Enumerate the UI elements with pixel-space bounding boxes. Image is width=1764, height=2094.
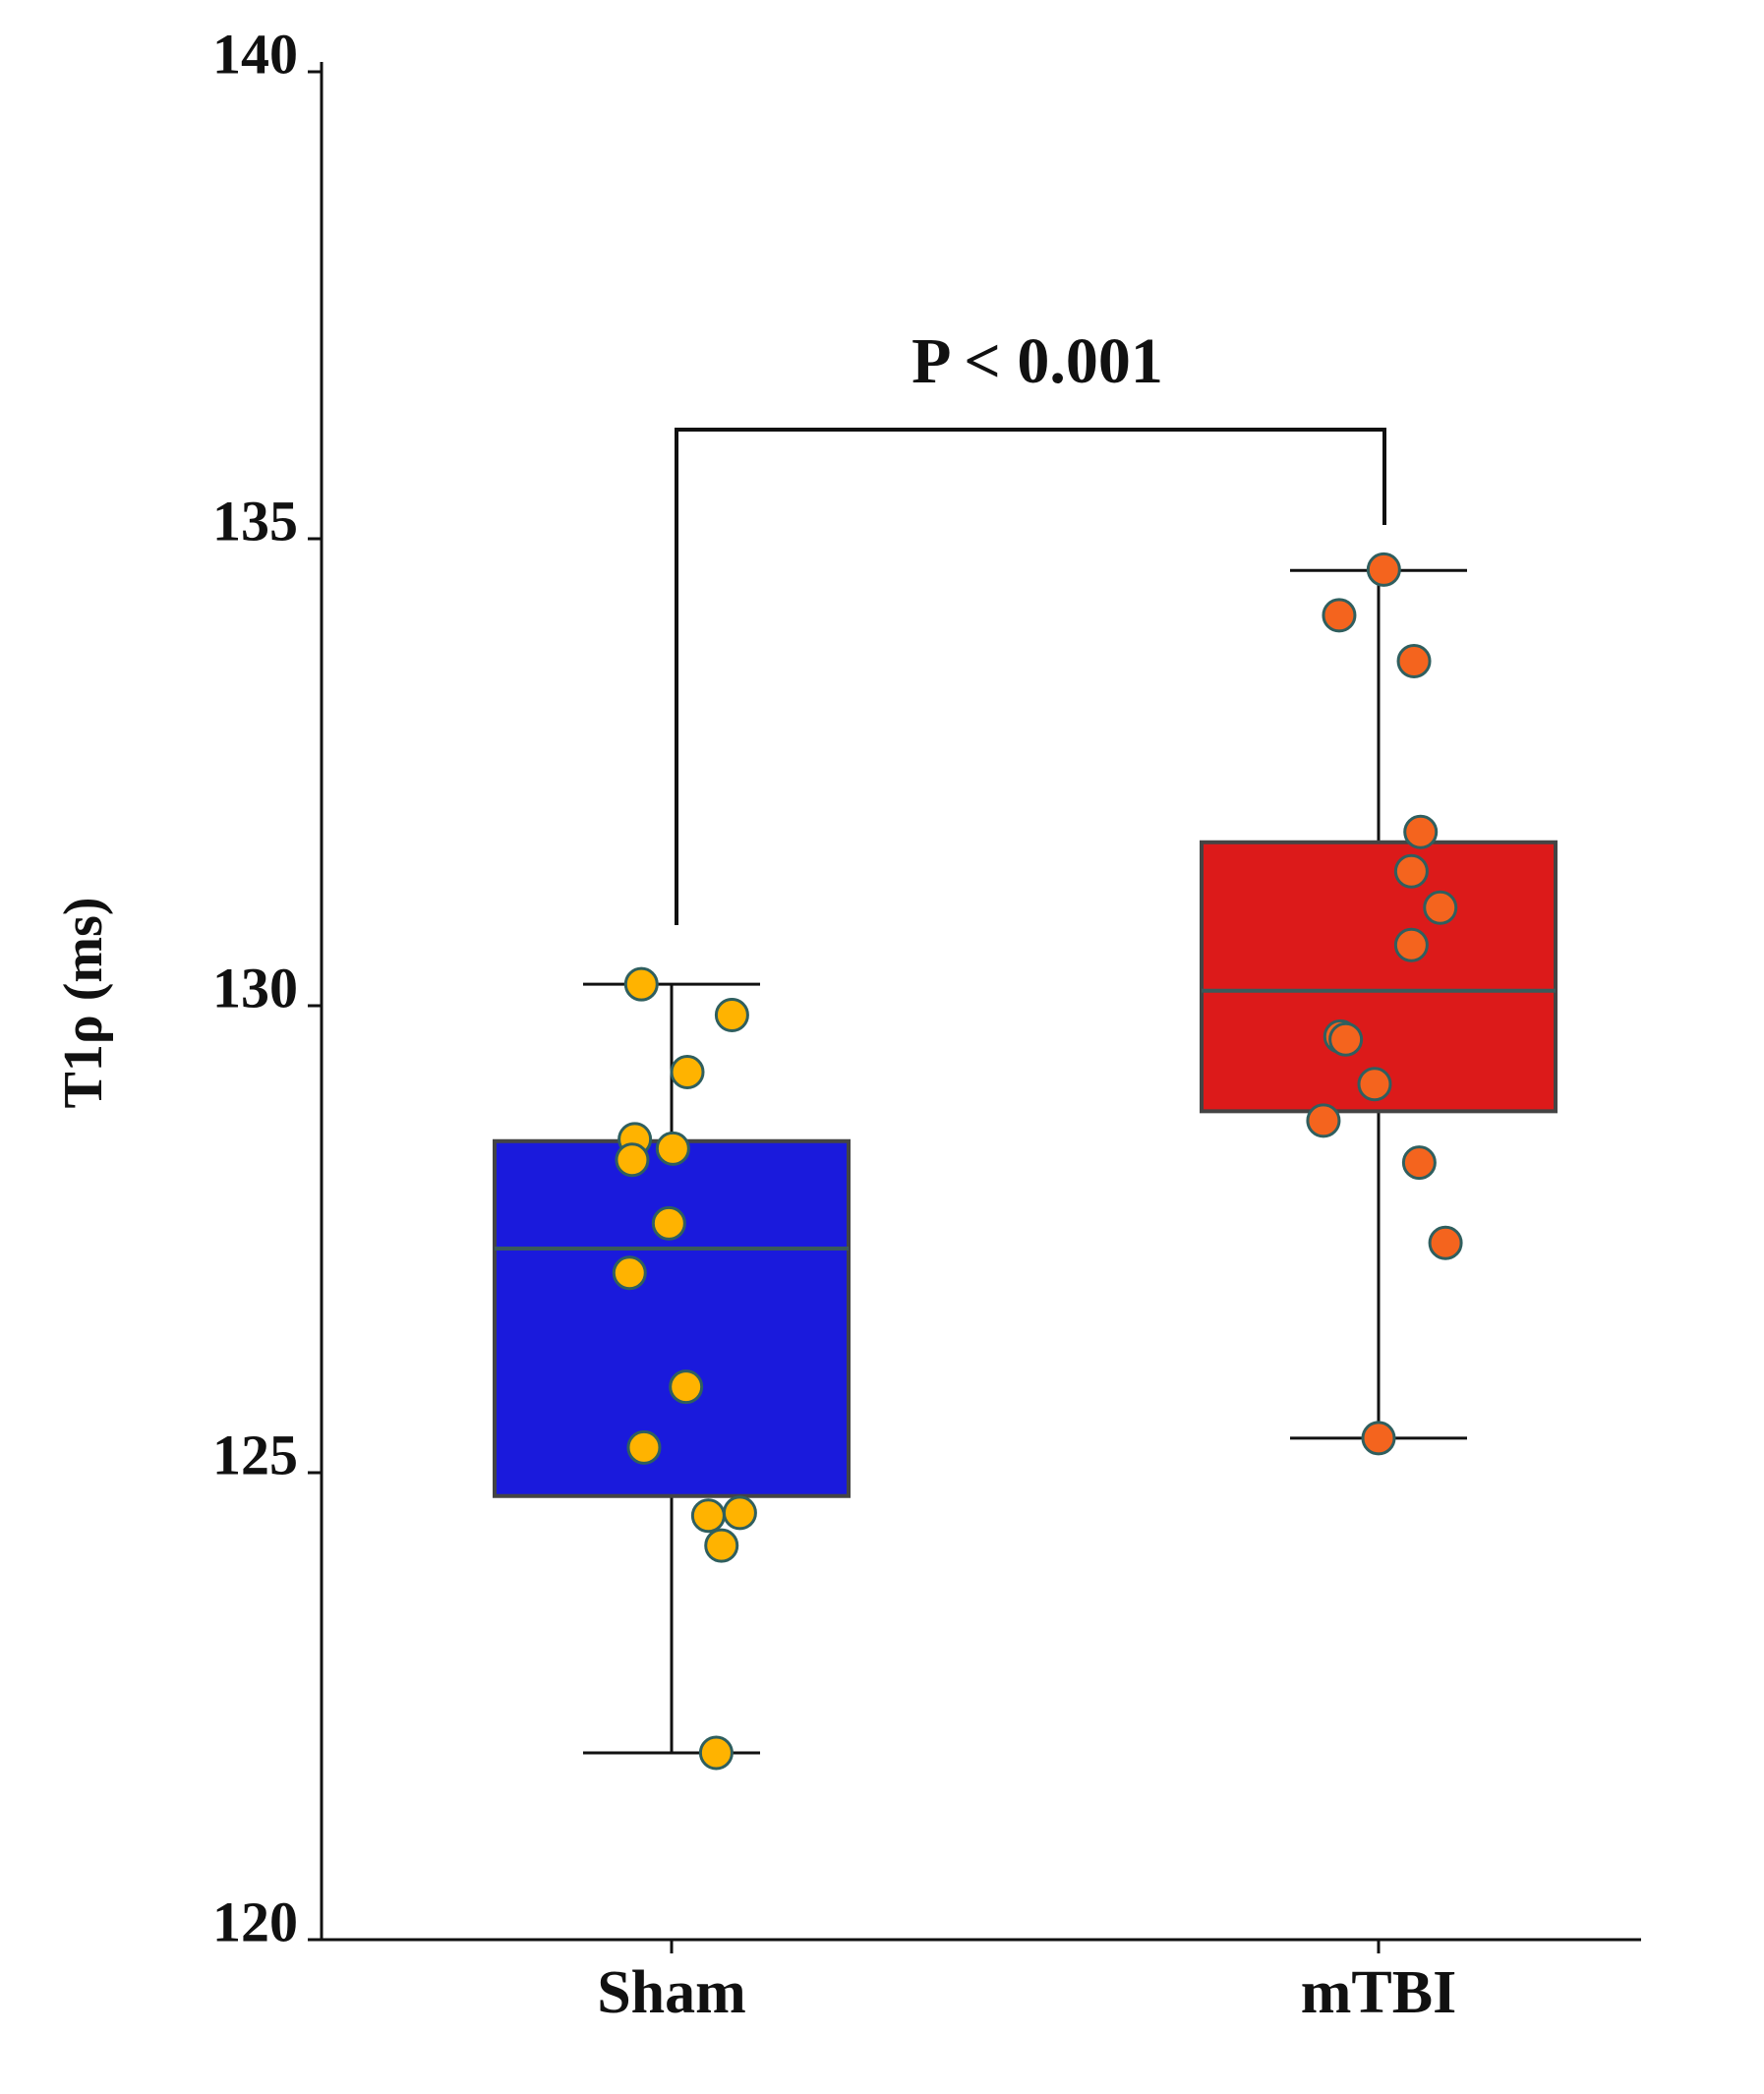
data-point (651, 1205, 686, 1241)
data-point (690, 1498, 726, 1534)
data-point (669, 1369, 704, 1405)
data-point (1428, 1225, 1463, 1260)
x-tick-label: mTBI (1301, 1959, 1456, 2026)
data-point (704, 1528, 739, 1563)
significance-bracket (675, 428, 1386, 925)
y-tick-label: 120 (212, 1890, 298, 1953)
data-point (722, 1495, 757, 1531)
x-tick-label: Sham (597, 1959, 746, 2026)
data-point (1393, 853, 1429, 889)
data-point (1322, 598, 1357, 633)
data-point (1396, 643, 1432, 678)
y-tick-label: 140 (212, 22, 298, 86)
data-point (714, 998, 749, 1032)
y-tick-label: 130 (212, 956, 298, 1019)
data-point (615, 1142, 650, 1178)
data-point (670, 1054, 705, 1089)
y-axis-label: T1ρ (ms) (53, 897, 114, 1108)
data-point (623, 966, 659, 1002)
y-tick-label: 125 (212, 1423, 298, 1486)
y-tick-label: 135 (212, 489, 298, 553)
data-point (698, 1735, 734, 1771)
data-point (1361, 1421, 1396, 1456)
box (1200, 840, 1558, 1114)
data-point (1423, 890, 1458, 925)
box (493, 1138, 851, 1498)
data-point (1328, 1021, 1364, 1057)
data-point (1401, 1145, 1437, 1181)
data-point (612, 1255, 647, 1291)
data-point (655, 1131, 690, 1166)
data-point (626, 1429, 662, 1465)
data-point (1306, 1103, 1341, 1138)
data-point (1366, 552, 1401, 587)
significance-label: P < 0.001 (911, 325, 1163, 397)
data-point (1357, 1067, 1392, 1102)
data-point (1393, 927, 1429, 962)
data-point (1403, 814, 1439, 849)
